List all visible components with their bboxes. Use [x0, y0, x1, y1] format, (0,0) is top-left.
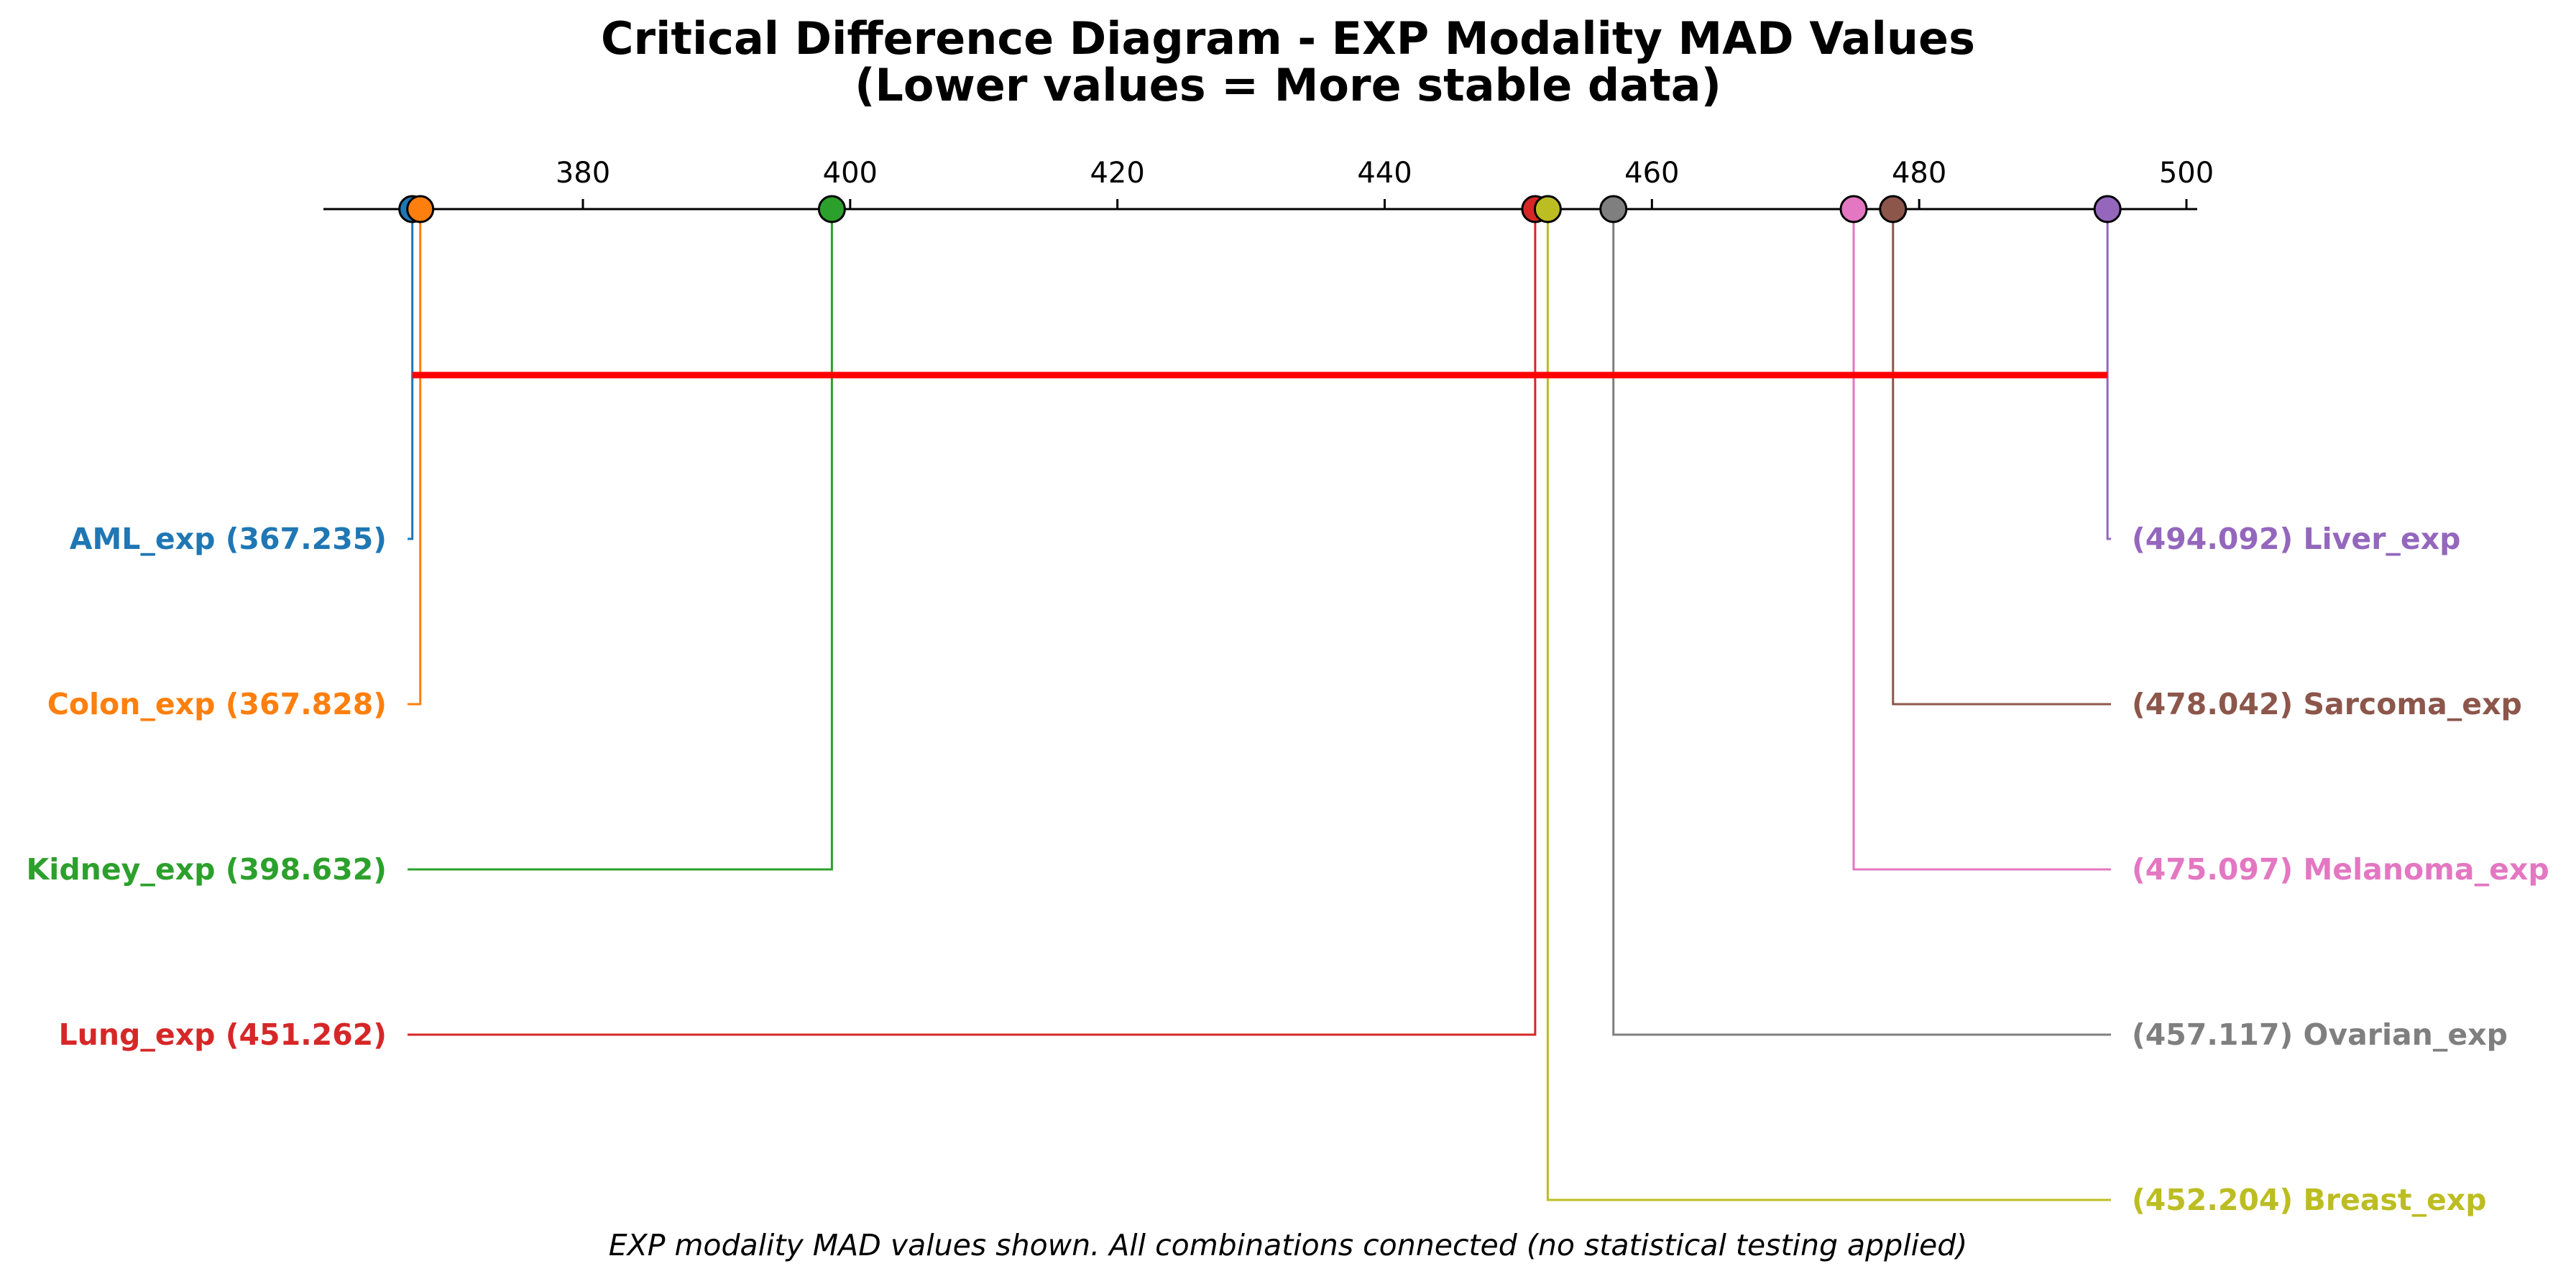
- method-label-Liver_exp: (494.092) Liver_exp: [2132, 522, 2461, 556]
- axis-tick-label: 380: [556, 157, 610, 190]
- axis-tick-label: 460: [1624, 157, 1679, 190]
- connector-lines: [408, 209, 2111, 1201]
- method-label-Ovarian_exp: (457.117) Ovarian_exp: [2132, 1017, 2508, 1052]
- marker-Kidney_exp: [817, 195, 846, 223]
- method-label-AML_exp: AML_exp (367.235): [70, 522, 387, 556]
- connector-Colon_exp: [408, 209, 422, 706]
- method-label-Colon_exp: Colon_exp (367.828): [47, 687, 387, 721]
- axis-tick-label: 480: [1892, 157, 1946, 190]
- method-labels: AML_exp (367.235) Colon_exp (367.828) Kidn…: [27, 522, 2549, 1217]
- connector-Sarcoma_exp: [1892, 209, 2111, 706]
- axis-tick-label: 440: [1357, 157, 1412, 190]
- method-label-Melanoma_exp: (475.097) Melanoma_exp: [2132, 852, 2549, 887]
- marker-Sarcoma_exp: [1879, 195, 1908, 223]
- method-label-Sarcoma_exp: (478.042) Sarcoma_exp: [2132, 687, 2522, 721]
- marker-Ovarian_exp: [1599, 195, 1628, 223]
- marker-Liver_exp: [2093, 195, 2122, 223]
- method-markers: [398, 195, 2122, 223]
- axis-tick-label: 400: [823, 157, 878, 190]
- connector-AML_exp: [408, 209, 414, 540]
- axis-ticks: 380 400 420 440 460 480 500: [556, 157, 2214, 209]
- connector-Liver_exp: [2106, 209, 2111, 540]
- connector-Lung_exp: [408, 209, 1537, 1036]
- marker-Colon_exp: [406, 195, 435, 223]
- axis-tick-label: 500: [2159, 157, 2214, 190]
- method-label-Lung_exp: Lung_exp (451.262): [59, 1017, 387, 1052]
- method-label-Kidney_exp: Kidney_exp (398.632): [27, 852, 387, 887]
- connector-Kidney_exp: [408, 209, 833, 871]
- connector-Melanoma_exp: [1852, 209, 2111, 871]
- chart-caption: EXP modality MAD values shown. All combi…: [609, 1228, 1968, 1262]
- chart-title-line1: Critical Difference Diagram - EXP Modali…: [601, 12, 1975, 65]
- connector-Ovarian_exp: [1612, 209, 2111, 1036]
- connector-Breast_exp: [1546, 209, 2111, 1201]
- chart-title-line2: (Lower values = More stable data): [855, 59, 1721, 111]
- marker-Breast_exp: [1533, 195, 1562, 223]
- axis-tick-label: 420: [1090, 157, 1144, 190]
- axis: 380 400 420 440 460 480 500: [323, 157, 2214, 211]
- method-label-Breast_exp: (452.204) Breast_exp: [2132, 1183, 2487, 1217]
- marker-Melanoma_exp: [1839, 195, 1868, 223]
